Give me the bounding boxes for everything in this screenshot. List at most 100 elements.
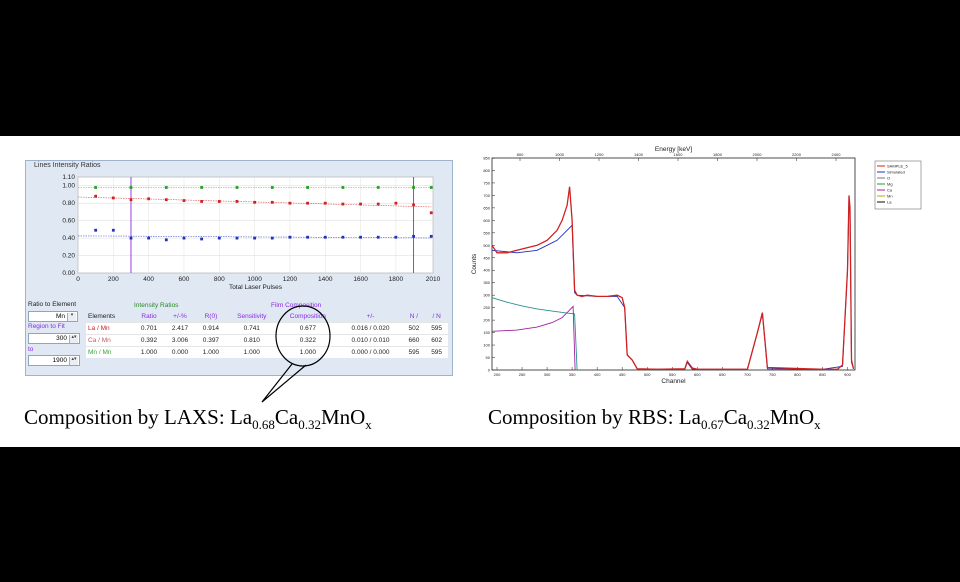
data-point [270,236,274,240]
pm-cell: 0.010 / 0.010 [338,334,403,347]
rbs-caption-prefix: Composition by RBS: [488,405,674,429]
y-tick-label: 350 [483,280,490,285]
laxs-caption: Composition by LAXS: La0.68Ca0.32MnOx [24,405,372,433]
ratio-to-element-label: Ratio to Element [28,301,77,308]
x-tick-label: 1600 [353,276,368,283]
top-tick-label: 2000 [753,152,763,157]
data-point [129,186,133,189]
x-tick-label: 200 [494,372,501,377]
x-tick-label: 700 [744,372,751,377]
x-tick-label: 750 [769,372,776,377]
formula-subscript: x [814,417,821,433]
ratio-cell: 1.000 [133,346,165,358]
x-tick-label: 500 [644,372,651,377]
element-cell: Ca / Mn [86,334,134,347]
data-point [412,234,415,238]
data-point [94,186,98,189]
n2-cell: 602 [425,334,448,347]
data-point [323,235,327,239]
data-point [200,200,204,203]
n1-cell: 660 [402,334,426,347]
pm-pct-cell: 2.417 [164,322,196,335]
trend-line [78,235,432,239]
y-tick-label: 750 [483,180,490,185]
table-row[interactable]: Ca / Mn 0.392 3.006 0.397 0.810 0.322 0.… [86,334,448,347]
plot-area [491,157,856,371]
y-tick-label: 700 [483,193,490,198]
x-tick-label: 800 [214,276,225,283]
column-header: +/- [338,311,403,323]
x-tick-label: 900 [844,372,851,377]
region-to-fit-label: Region to Fit [28,323,65,330]
column-header: / N [425,311,448,323]
data-point [359,235,362,239]
intensity-ratios-header: Intensity Ratios [134,302,179,309]
sensitivity-cell: 0.810 [226,334,278,347]
pm-pct-cell: 0.000 [164,346,196,358]
n1-cell: 595 [402,346,426,358]
y-tick-label: 50 [486,355,491,360]
stepper-arrows-icon[interactable]: ▴▾ [69,357,78,365]
y-tick-label: 500 [483,243,490,248]
table-header-row: Elements Ratio +/-% R(0) Sensitivity Com… [86,311,448,323]
y-tick-label: 1.10 [62,174,75,181]
chevron-down-icon[interactable]: ▾ [67,313,76,321]
data-point [412,186,415,189]
x-tick-label: 1800 [389,276,404,283]
x-tick-label: 1000 [247,276,262,283]
data-point [288,235,292,239]
rbs-formula: La0.67Ca0.32MnOx [678,405,821,433]
stepper-arrows-icon[interactable]: ▴▾ [69,335,78,343]
rbs-spectrum-chart: Energy [keV]800 1000 1200 1400 1600 1800 2000 2… [471,146,922,384]
data-point [253,236,257,240]
x-tick-label: 1400 [318,276,333,283]
data-point [200,186,204,189]
ratio-cell: 0.392 [133,334,165,347]
r0-cell: 0.397 [195,334,227,347]
x-tick-label: 2010 [426,276,441,283]
data-point [270,200,274,204]
ratio-cell: 0.701 [133,322,165,335]
data-point [164,186,168,189]
top-axis-label: Energy [keV] [655,146,692,153]
element-cell: La / Mn [86,322,134,335]
formula-subscript: 0.67 [700,417,724,433]
data-point [412,203,415,207]
region-to-label: to [28,346,34,353]
top-tick-label: 1600 [674,152,684,157]
formula-element: Ca [274,405,299,429]
y-tick-label: 800 [483,168,490,173]
data-point [306,201,310,205]
composition-cell: 1.000 [277,346,339,358]
column-header: Ratio [133,311,165,323]
legend-entry: O [887,176,890,181]
data-point [306,186,310,189]
plot-area [77,176,434,274]
table-row[interactable]: Mn / Mn 1.000 0.000 1.000 1.000 1.000 0.… [86,346,448,358]
column-header: Elements [86,311,134,323]
data-point [235,186,239,189]
legend-entry: Ca [887,188,893,193]
x-tick-label: 0 [76,276,80,283]
data-point [359,202,362,206]
y-tick-label: 400 [483,268,490,273]
ratio-to-element-select[interactable]: Mn ▾ [28,311,78,322]
data-point [164,198,168,202]
top-tick-label: 1200 [595,152,605,157]
x-tick-label: 200 [108,276,119,283]
legend-entry: La [887,200,892,205]
data-point [200,237,204,241]
y-tick-label: 300 [483,293,490,298]
r0-cell: 0.914 [195,322,227,335]
region-from-stepper[interactable]: 300 ▴▾ [28,333,80,344]
y-tick-label: 0.60 [62,218,75,225]
region-to-value: 1900 [52,357,67,364]
table-row[interactable]: La / Mn 0.701 2.417 0.914 0.741 0.677 0.… [86,322,448,335]
formula-element: La [678,405,701,429]
data-point [182,199,186,202]
data-point [341,202,345,206]
n1-cell: 502 [402,322,426,335]
column-header: N / [402,311,426,323]
region-to-stepper[interactable]: 1900 ▴▾ [28,355,80,366]
rbs-caption: Composition by RBS: La0.67Ca0.32MnOx [488,405,821,433]
